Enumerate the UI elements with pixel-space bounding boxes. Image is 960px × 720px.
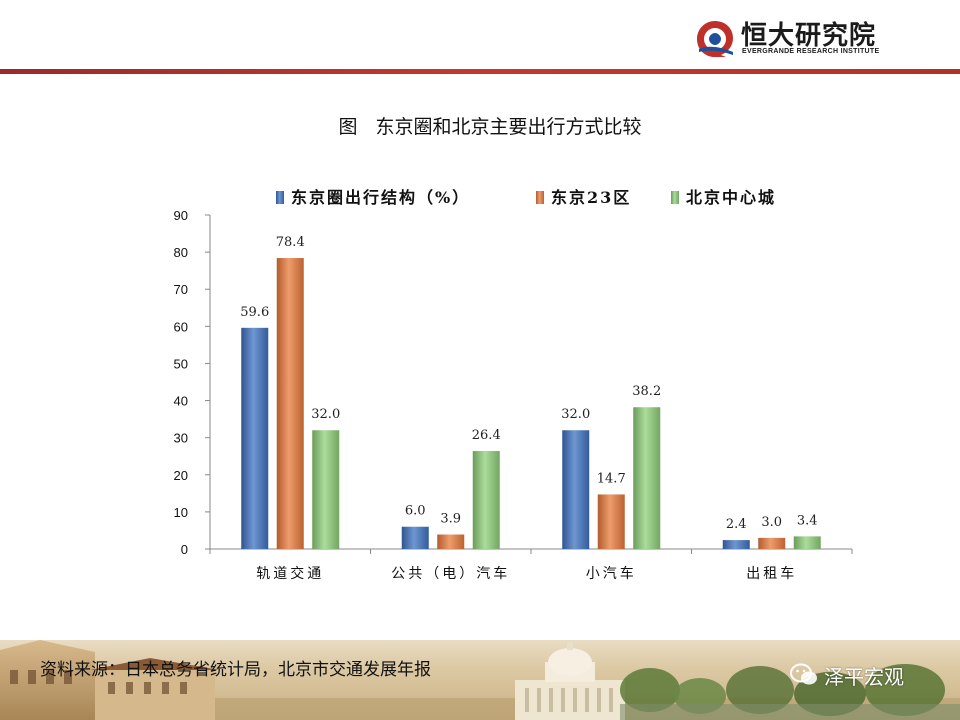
- legend-swatch: [536, 191, 544, 204]
- legend-label: 东京圈出行结构（%）: [291, 188, 470, 207]
- data-label: 38.2: [632, 384, 661, 399]
- bar: [472, 451, 500, 549]
- data-label: 78.4: [276, 235, 305, 250]
- data-label: 14.7: [597, 471, 626, 486]
- bar: [633, 407, 661, 549]
- data-label: 3.4: [797, 513, 818, 528]
- legend-swatch: [276, 191, 284, 204]
- x-category-label: 小汽车: [586, 565, 637, 582]
- x-category-label: 公共（电）汽车: [391, 565, 510, 582]
- data-label: 32.0: [311, 407, 340, 422]
- data-label: 32.0: [561, 407, 590, 422]
- data-label: 59.6: [240, 305, 269, 320]
- bar: [437, 534, 465, 549]
- wechat-account-name: 泽平宏观: [824, 664, 904, 689]
- data-label: 26.4: [472, 428, 501, 443]
- bar: [793, 536, 821, 549]
- footer-banner: [0, 640, 960, 720]
- x-category-label: 轨道交通: [256, 565, 324, 582]
- bar: [758, 537, 786, 549]
- bar-chart: 0 10 20 30 40 50 60 70 80 90 轨道交通 59.6 78.4 32.0 公共（电）…: [174, 188, 853, 582]
- bar: [597, 494, 625, 549]
- y-tick-label: 20: [174, 468, 188, 483]
- figure-title: 图 东京圈和北京主要出行方式比较: [338, 116, 642, 138]
- brand-name-en: EVERGRANDE RESEARCH INSTITUTE: [742, 48, 880, 55]
- x-category-label: 出租车: [746, 565, 797, 582]
- bar: [401, 526, 429, 549]
- y-tick-label: 30: [174, 431, 188, 446]
- wechat-icon: [790, 663, 817, 685]
- data-label: 3.9: [440, 512, 461, 527]
- y-tick-label: 10: [174, 505, 188, 520]
- brand-logo: 恒大研究院 EVERGRANDE RESEARCH INSTITUTE: [695, 17, 895, 61]
- y-tick-label: 40: [174, 394, 188, 409]
- evergrande-logo-icon: [697, 21, 733, 57]
- data-label: 3.0: [761, 515, 782, 530]
- y-tick-label: 70: [174, 282, 188, 297]
- y-tick-label: 90: [174, 208, 188, 223]
- source-note: 资料来源：日本总务省统计局，北京市交通发展年报: [40, 660, 431, 680]
- bar: [562, 430, 590, 549]
- bar: [241, 327, 269, 549]
- legend-label: 东京23区: [551, 188, 631, 207]
- bar: [312, 430, 340, 549]
- footer-architecture-image: [0, 640, 960, 720]
- data-label: 6.0: [405, 504, 426, 519]
- bar: [722, 540, 750, 549]
- y-tick-label: 60: [174, 319, 188, 334]
- y-tick-label: 80: [174, 245, 188, 260]
- brand-name-cn: 恒大研究院: [741, 21, 877, 51]
- data-label: 2.4: [726, 517, 747, 532]
- y-tick-label: 50: [174, 356, 188, 371]
- legend-swatch: [671, 191, 679, 204]
- y-tick-label: 0: [181, 542, 188, 557]
- wechat-watermark: 泽平宏观: [790, 660, 904, 690]
- legend-label: 北京中心城: [686, 188, 776, 207]
- bar: [276, 258, 304, 549]
- header-band: [0, 69, 960, 74]
